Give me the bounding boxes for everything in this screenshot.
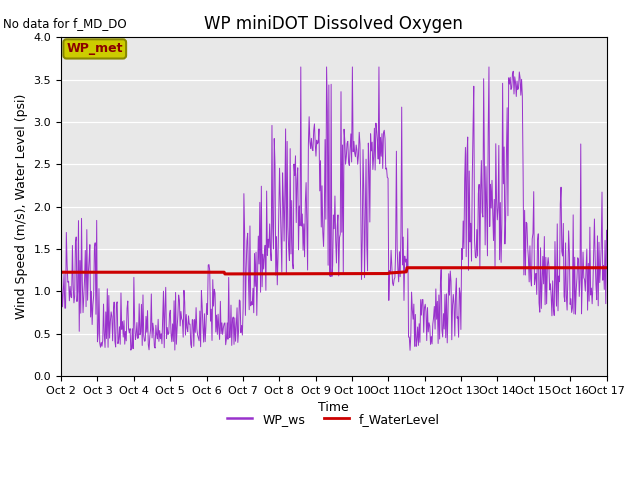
WP_ws (57, 232, 65, 238)
Line: f_WaterLevel: f_WaterLevel (61, 268, 607, 274)
WP_ws (401, 253, 408, 259)
f_WaterLevel (57, 269, 65, 275)
WP_ws (179, 318, 186, 324)
WP_ws (67, 294, 75, 300)
X-axis label: Time: Time (319, 401, 349, 414)
f_WaterLevel (123, 269, 131, 275)
Legend: WP_ws, f_WaterLevel: WP_ws, f_WaterLevel (223, 408, 445, 431)
Text: No data for f_MD_DO: No data for f_MD_DO (3, 17, 127, 30)
f_WaterLevel (67, 269, 75, 275)
Line: WP_ws: WP_ws (61, 67, 607, 350)
WP_ws (603, 228, 611, 233)
f_WaterLevel (179, 269, 186, 275)
f_WaterLevel (207, 269, 215, 275)
f_WaterLevel (603, 265, 611, 271)
WP_ws (406, 348, 414, 353)
Y-axis label: Wind Speed (m/s), Water Level (psi): Wind Speed (m/s), Water Level (psi) (15, 94, 28, 319)
Text: WP_met: WP_met (67, 42, 123, 55)
f_WaterLevel (417, 265, 425, 271)
WP_ws (417, 312, 425, 318)
f_WaterLevel (403, 265, 411, 271)
f_WaterLevel (221, 271, 228, 277)
Title: WP miniDOT Dissolved Oxygen: WP miniDOT Dissolved Oxygen (204, 15, 463, 33)
f_WaterLevel (401, 269, 408, 275)
WP_ws (207, 306, 215, 312)
WP_ws (297, 64, 305, 70)
WP_ws (123, 306, 131, 312)
